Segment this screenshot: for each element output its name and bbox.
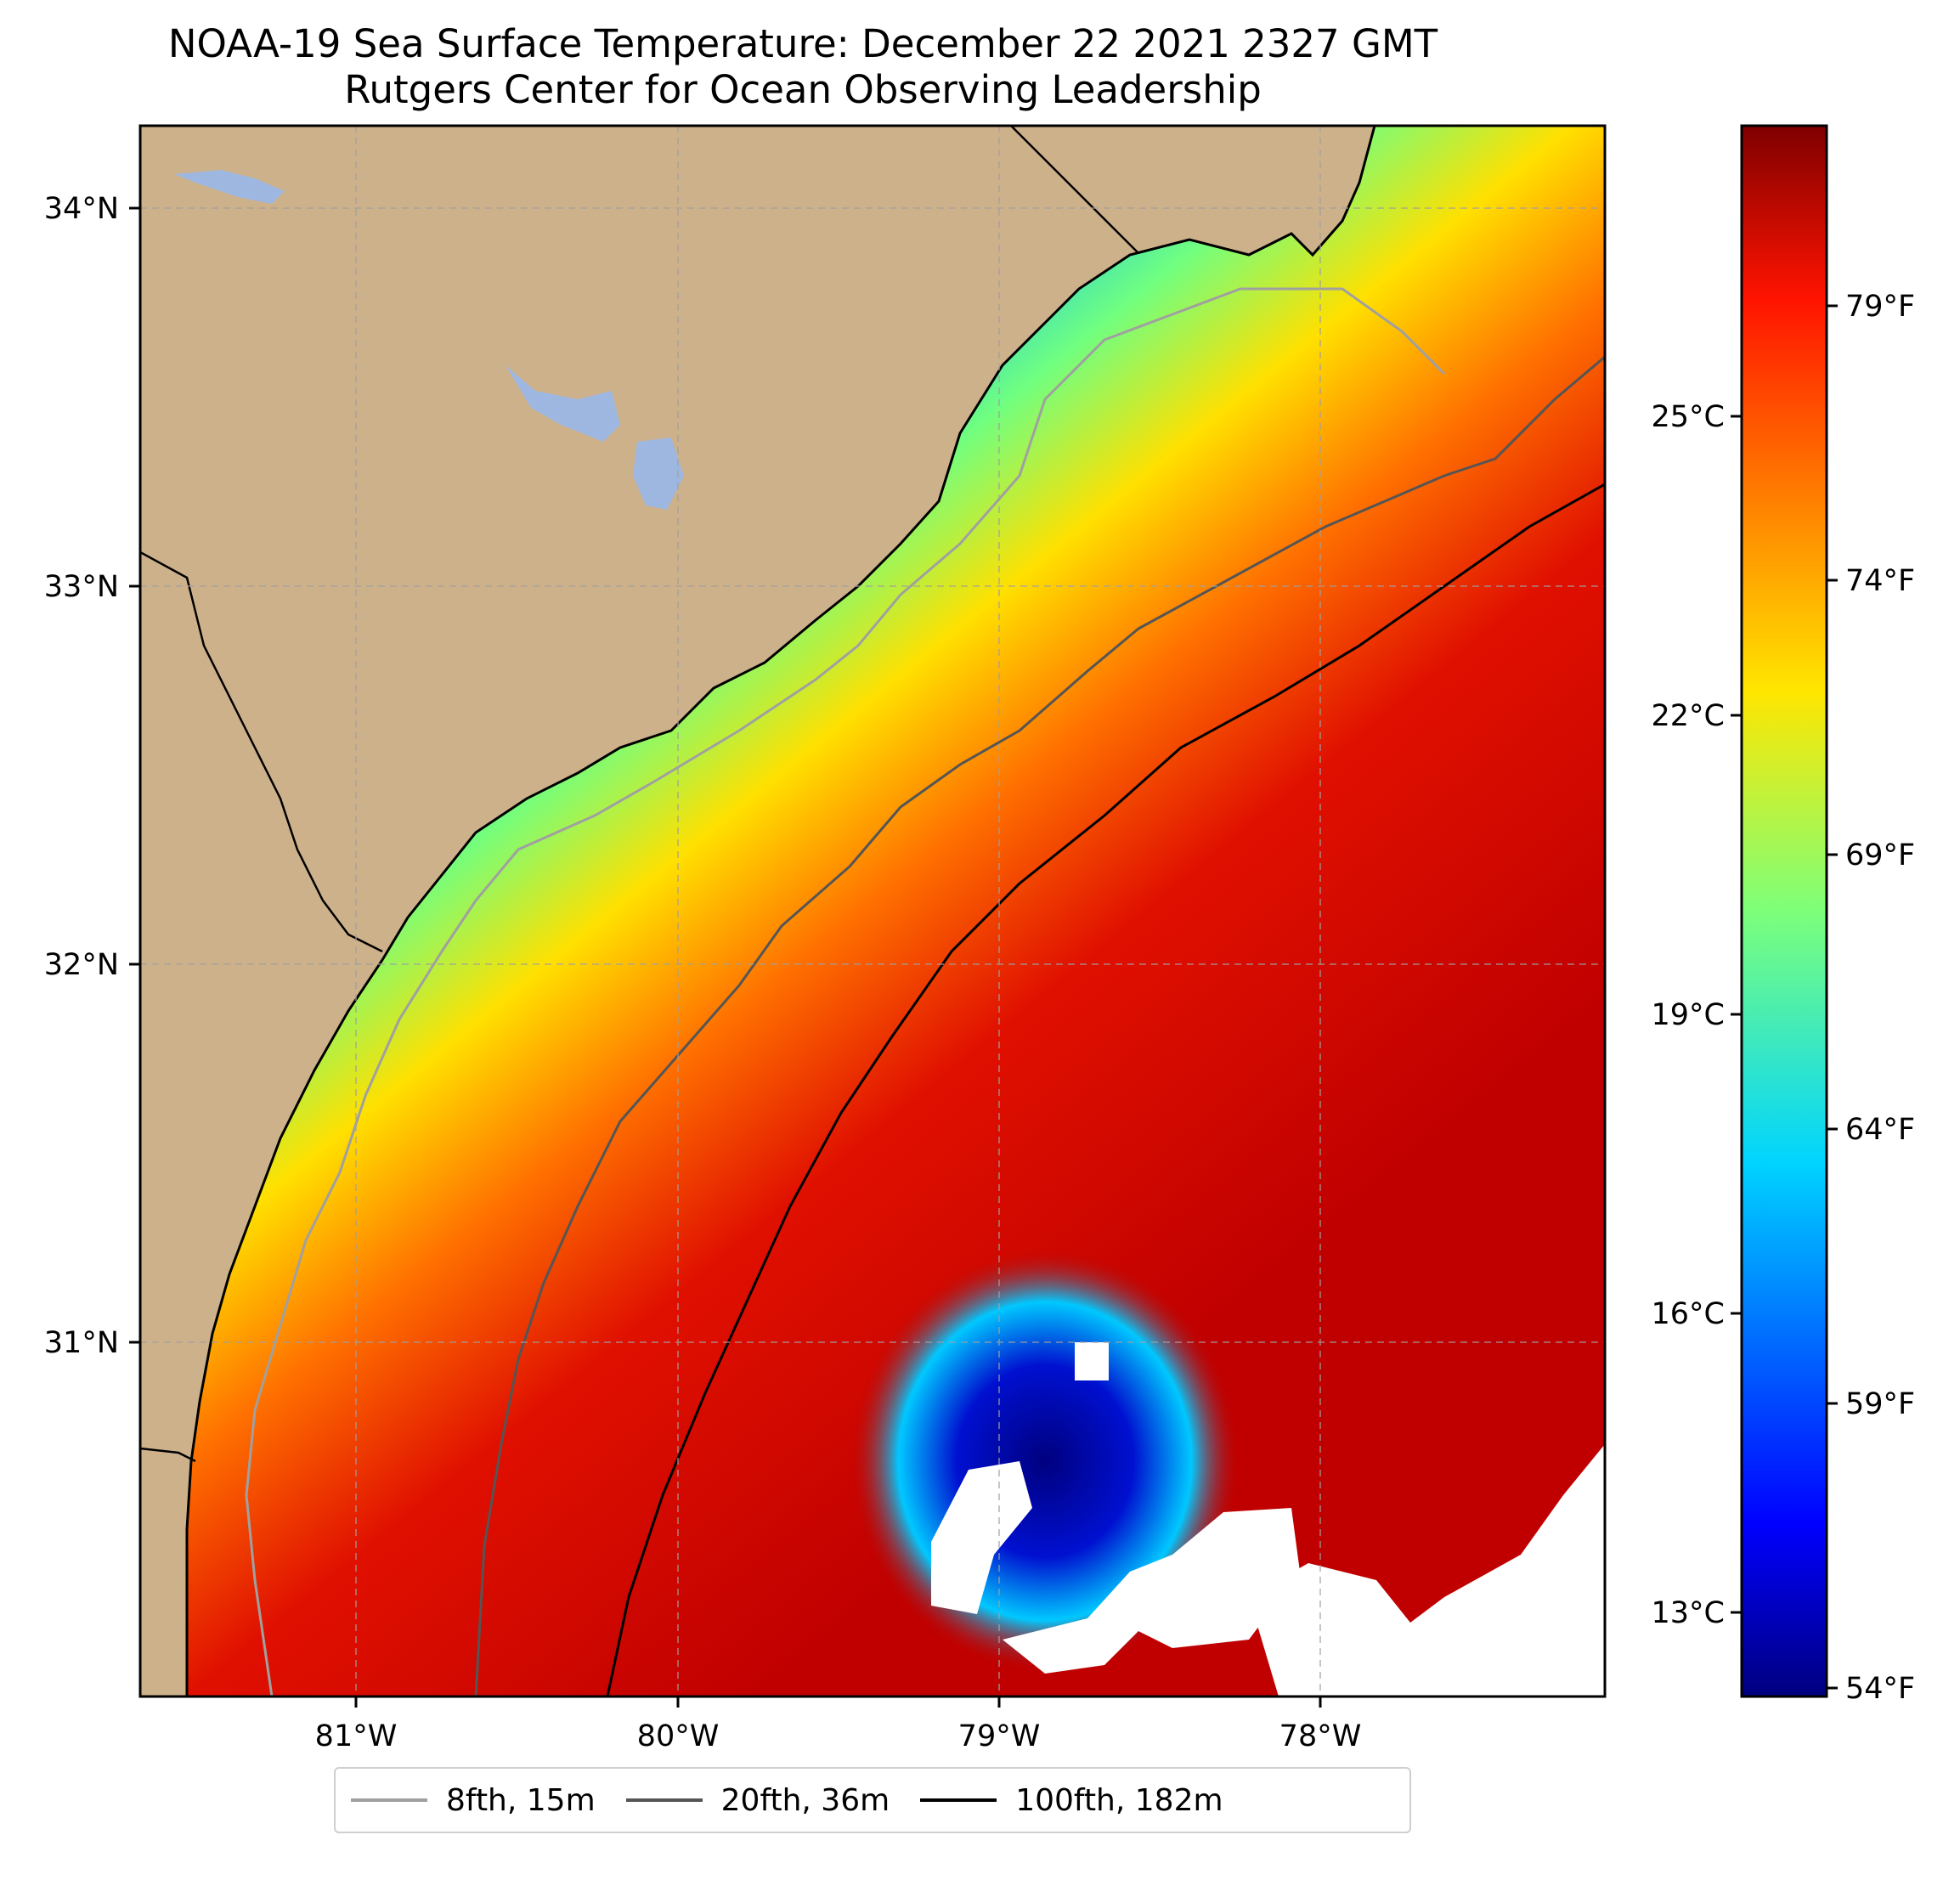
lake-top-left <box>174 170 285 204</box>
lon-tick-81w: 81°W <box>315 1719 398 1753</box>
isobath-20fth <box>474 355 1605 1697</box>
lake-moultrie <box>633 438 684 510</box>
gridlines <box>140 126 1605 1697</box>
lat-tick-33n: 33°N <box>44 570 119 604</box>
map-area <box>140 126 1605 1697</box>
chart-title: NOAA-19 Sea Surface Temperature: Decembe… <box>167 21 1438 66</box>
legend-item-20fth: 20fth, 36m <box>625 1782 890 1818</box>
map-frame <box>138 124 1607 1698</box>
lat-tick-32n: 32°N <box>44 948 119 982</box>
colorbar-f-tick-59: 59°F <box>1845 1387 1915 1421</box>
state-border-ga-fl <box>140 1447 196 1463</box>
land-mass <box>140 126 1376 1697</box>
colorbar-f-tick-79: 79°F <box>1845 290 1915 324</box>
colorbar-c-tick-22: 22°C <box>1652 699 1725 733</box>
colorbar-c-tick-13: 13°C <box>1652 1596 1725 1630</box>
axis-ticks <box>129 206 1322 1708</box>
lat-tick-34n: 34°N <box>44 192 119 226</box>
legend-item-100fth: 100fth, 182m <box>920 1783 1223 1818</box>
lat-tick-31n: 31°N <box>44 1326 119 1360</box>
colorbar-f-tick-54: 54°F <box>1845 1672 1915 1706</box>
isobath-8fth <box>245 287 1446 1697</box>
no-data-areas <box>931 1342 1605 1697</box>
legend-label-8fth: 8fth, 15m <box>446 1782 596 1818</box>
colorbar-c-tick-16: 16°C <box>1652 1297 1725 1331</box>
state-border-sc-ga <box>140 550 383 953</box>
colorbar-c-tick-19: 19°C <box>1652 998 1725 1032</box>
lake-marion <box>506 365 620 442</box>
lon-tick-78w: 78°W <box>1279 1719 1362 1753</box>
legend-swatch-20fth <box>625 1798 703 1802</box>
colorbar-ticks <box>1731 304 1838 1690</box>
isobath-legend: 8fth, 15m 20fth, 36m 100fth, 182m <box>334 1767 1411 1833</box>
legend-swatch-100fth <box>920 1798 997 1802</box>
chart-subtitle: Rutgers Center for Ocean Observing Leade… <box>344 67 1262 112</box>
legend-swatch-8fth <box>351 1798 427 1802</box>
colorbar-f-tick-74: 74°F <box>1845 564 1915 598</box>
legend-label-100fth: 100fth, 182m <box>1015 1782 1223 1818</box>
state-border-nc-sc <box>1010 126 1139 254</box>
lon-tick-79w: 79°W <box>958 1719 1041 1753</box>
colorbar-f-tick-64: 64°F <box>1845 1113 1915 1147</box>
legend-item-8fth: 8fth, 15m <box>351 1783 596 1818</box>
lon-tick-80w: 80°W <box>637 1719 720 1753</box>
colorbar-c-tick-25: 25°C <box>1652 400 1725 434</box>
colorbar <box>1740 124 1828 1698</box>
colorbar-f-tick-69: 69°F <box>1845 838 1915 872</box>
isobath-100fth <box>606 483 1605 1697</box>
legend-label-20fth: 20fth, 36m <box>720 1782 890 1818</box>
